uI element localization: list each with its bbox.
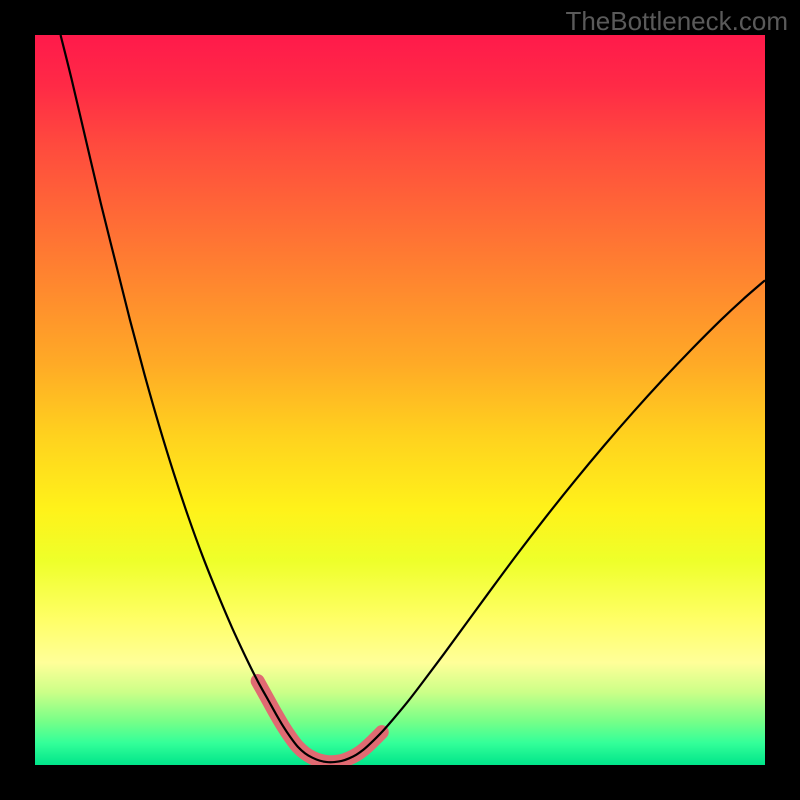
plot-area [35,35,765,765]
curve-layer [35,35,765,765]
chart-canvas: TheBottleneck.com [0,0,800,800]
bottleneck-curve [61,35,765,762]
watermark-text: TheBottleneck.com [565,6,788,37]
